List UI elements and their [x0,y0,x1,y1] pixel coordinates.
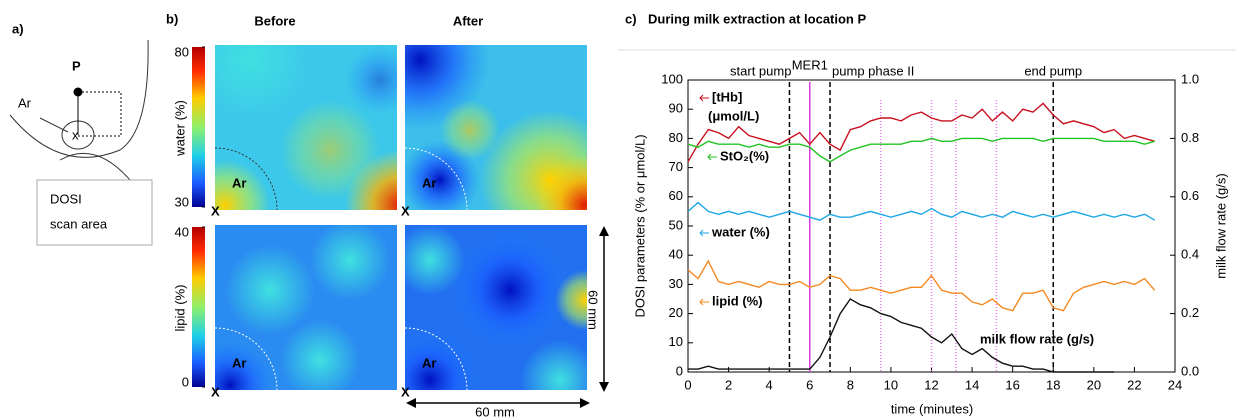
event-label: start pump [730,63,791,78]
scan-square [77,91,122,137]
region-label: Ar [422,355,436,370]
box-text: DOSI [50,191,82,206]
chart-title: During milk extraction at location P [648,11,866,26]
y2-tick-label: 0.8 [1181,130,1199,145]
series-line [687,137,1155,163]
x-tick-label: 4 [766,377,773,392]
heatmap [405,225,587,390]
y-tick-label: 40 [669,247,683,262]
event-label: end pump [1024,63,1082,78]
x-tick-label: 10 [884,377,898,392]
y-tick-label: 100 [661,71,683,86]
x-tick-label: 18 [1046,377,1060,392]
event-label: MER1 [792,57,828,72]
series-label: milk flow rate (g/s) [980,331,1094,346]
y2-tick-label: 0.2 [1181,305,1199,320]
center-label: x [72,127,79,142]
region-label: Ar [18,95,32,110]
x-tick-label: 24 [1168,377,1182,392]
series-label: StO₂(%) [720,148,769,163]
colorbar [192,47,205,207]
pointer [39,117,69,133]
region-label: Ar [232,355,246,370]
panel-c: c) During milk extraction at location P … [618,11,1236,416]
row-label: water (%) [172,100,187,157]
y-tick-label: 70 [669,159,683,174]
y2-axis-label: milk flow rate (g/s) [1213,173,1228,278]
heatmap [215,45,397,210]
panel-label: b) [166,11,178,26]
scale-label: 60 mm [475,404,515,419]
x-tick-label: 14 [965,377,979,392]
x-tick-label: 20 [1087,377,1101,392]
box [36,179,153,246]
series-label: lipid (%) [712,293,763,308]
point-p [73,87,83,97]
panel-label: c) [625,11,637,26]
row-label: lipid (%) [172,285,187,332]
region-arc [214,147,468,391]
colorbar [192,227,205,387]
panel-label: a) [12,21,24,36]
x-axis-label: time (minutes) [891,401,973,416]
column-title: After [453,13,483,28]
column-title: Before [254,13,295,28]
y-tick-label: 20 [669,305,683,320]
series-label: water (%) [711,224,770,239]
y-tick-label: 80 [669,130,683,145]
corner-mark: X [211,384,220,399]
corner-mark: X [211,203,220,218]
corner-mark: X [401,203,410,218]
y-tick-label: 10 [669,334,683,349]
point-label: P [72,58,81,73]
scale-label: 60 mm [586,290,601,330]
x-tick-label: 12 [924,377,938,392]
colorbar-tick-label: 80 [175,44,189,59]
x-tick-label: 6 [806,377,813,392]
x-tick-label: 0 [684,377,691,392]
box-text: scan area [50,216,108,231]
y-axis-label: DOSI parameters (% or μmol/L) [632,134,647,317]
panel-b: b) Before After water (%) lipid (%) [166,11,609,419]
unit-note: (μmol/L) [708,108,759,123]
y2-tick-label: 0.6 [1181,188,1199,203]
series-line [687,201,1156,221]
heatmap [215,225,397,390]
label-arrow [707,153,717,161]
heatmap [405,45,587,210]
label-arrow [699,94,709,102]
x-tick-label: 8 [847,377,854,392]
colorbar-tick-label: 40 [175,224,189,239]
colorbar-tick-label: 30 [175,194,189,209]
label-arrow [699,298,709,306]
series-line [687,102,1155,163]
series-line [688,298,1115,373]
y-tick-label: 60 [669,188,683,203]
x-tick-label: 22 [1127,377,1141,392]
y2-tick-label: 1.0 [1181,71,1199,86]
x-tick-label: 2 [725,377,732,392]
y-tick-label: 50 [669,217,683,232]
region-label: Ar [232,175,246,190]
corner-mark: X [401,384,410,399]
label-arrow [699,229,709,237]
breast-outline [59,152,131,181]
event-label: pump phase II [832,63,914,78]
colorbar-tick-label: 0 [182,374,189,389]
breast-outline [9,39,149,158]
y-tick-label: 0 [676,363,683,378]
series-line [687,259,1156,312]
y2-tick-label: 0.0 [1181,363,1199,378]
y-tick-label: 30 [669,276,683,291]
panel-a: a) P Ar x DOSI scan area [9,21,153,246]
x-tick-label: 16 [1005,377,1019,392]
series-label: [tHb] [712,89,742,104]
y2-tick-label: 0.4 [1181,247,1199,262]
region-label: Ar [422,175,436,190]
y-tick-label: 90 [669,101,683,116]
